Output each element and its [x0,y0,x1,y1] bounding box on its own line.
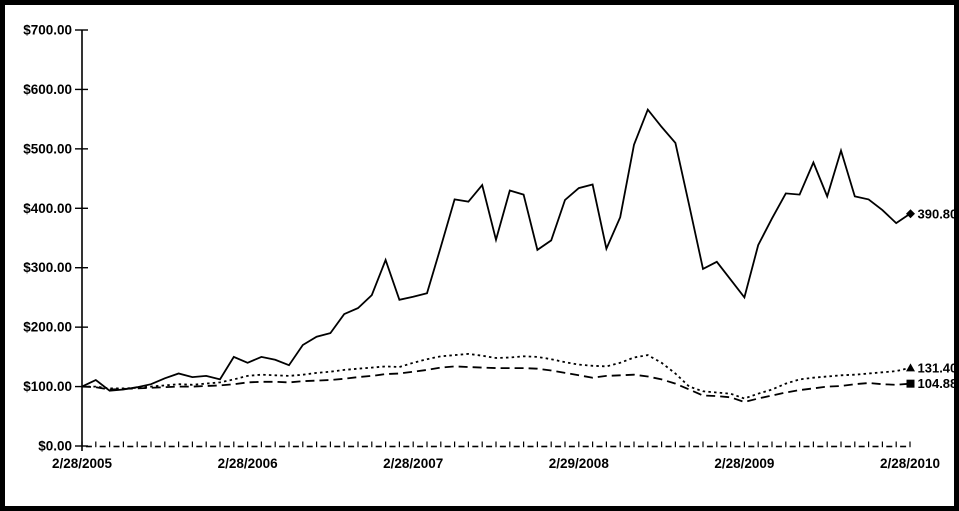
triangle-marker-icon [906,363,915,372]
x-axis-label: 2/28/2010 [880,456,940,471]
series-line-solid [81,107,911,392]
x-axis-label: 2/28/2009 [714,456,774,471]
y-axis: $0.00 $100.00 $200.00 $300.00 $400.00 $500.00… [23,23,88,454]
data-series [81,107,911,403]
x-axis: 2/28/2005 2/28/2006 2/28/2007 2/29/2008 2/28… [52,441,940,471]
series-line-dotted [82,352,911,400]
x-axis-label: 2/29/2008 [549,456,610,471]
diamond-marker-icon [906,209,915,219]
y-axis-label: $700.00 [23,23,72,38]
y-axis-label: $300.00 [23,260,72,275]
x-axis-label: 2/28/2006 [218,456,279,471]
square-marker-icon [906,379,915,388]
x-axis-label: 2/28/2007 [383,456,443,471]
series-end-label-dashed: 104.88 [918,376,958,391]
stock-performance-chart: $0.00 $100.00 $200.00 $300.00 $400.00 $500.00… [23,23,958,472]
y-axis-label: $600.00 [23,82,72,97]
y-axis-label: $400.00 [23,201,72,216]
series-end-label-solid: 390.80 [918,206,958,221]
x-axis-label: 2/28/2005 [52,456,113,471]
y-axis-label: $500.00 [23,141,72,156]
y-axis-label: $0.00 [38,439,72,454]
series-end-label-dotted: 131.40 [918,360,958,375]
y-axis-label: $100.00 [23,379,72,394]
y-axis-label: $200.00 [23,320,72,335]
